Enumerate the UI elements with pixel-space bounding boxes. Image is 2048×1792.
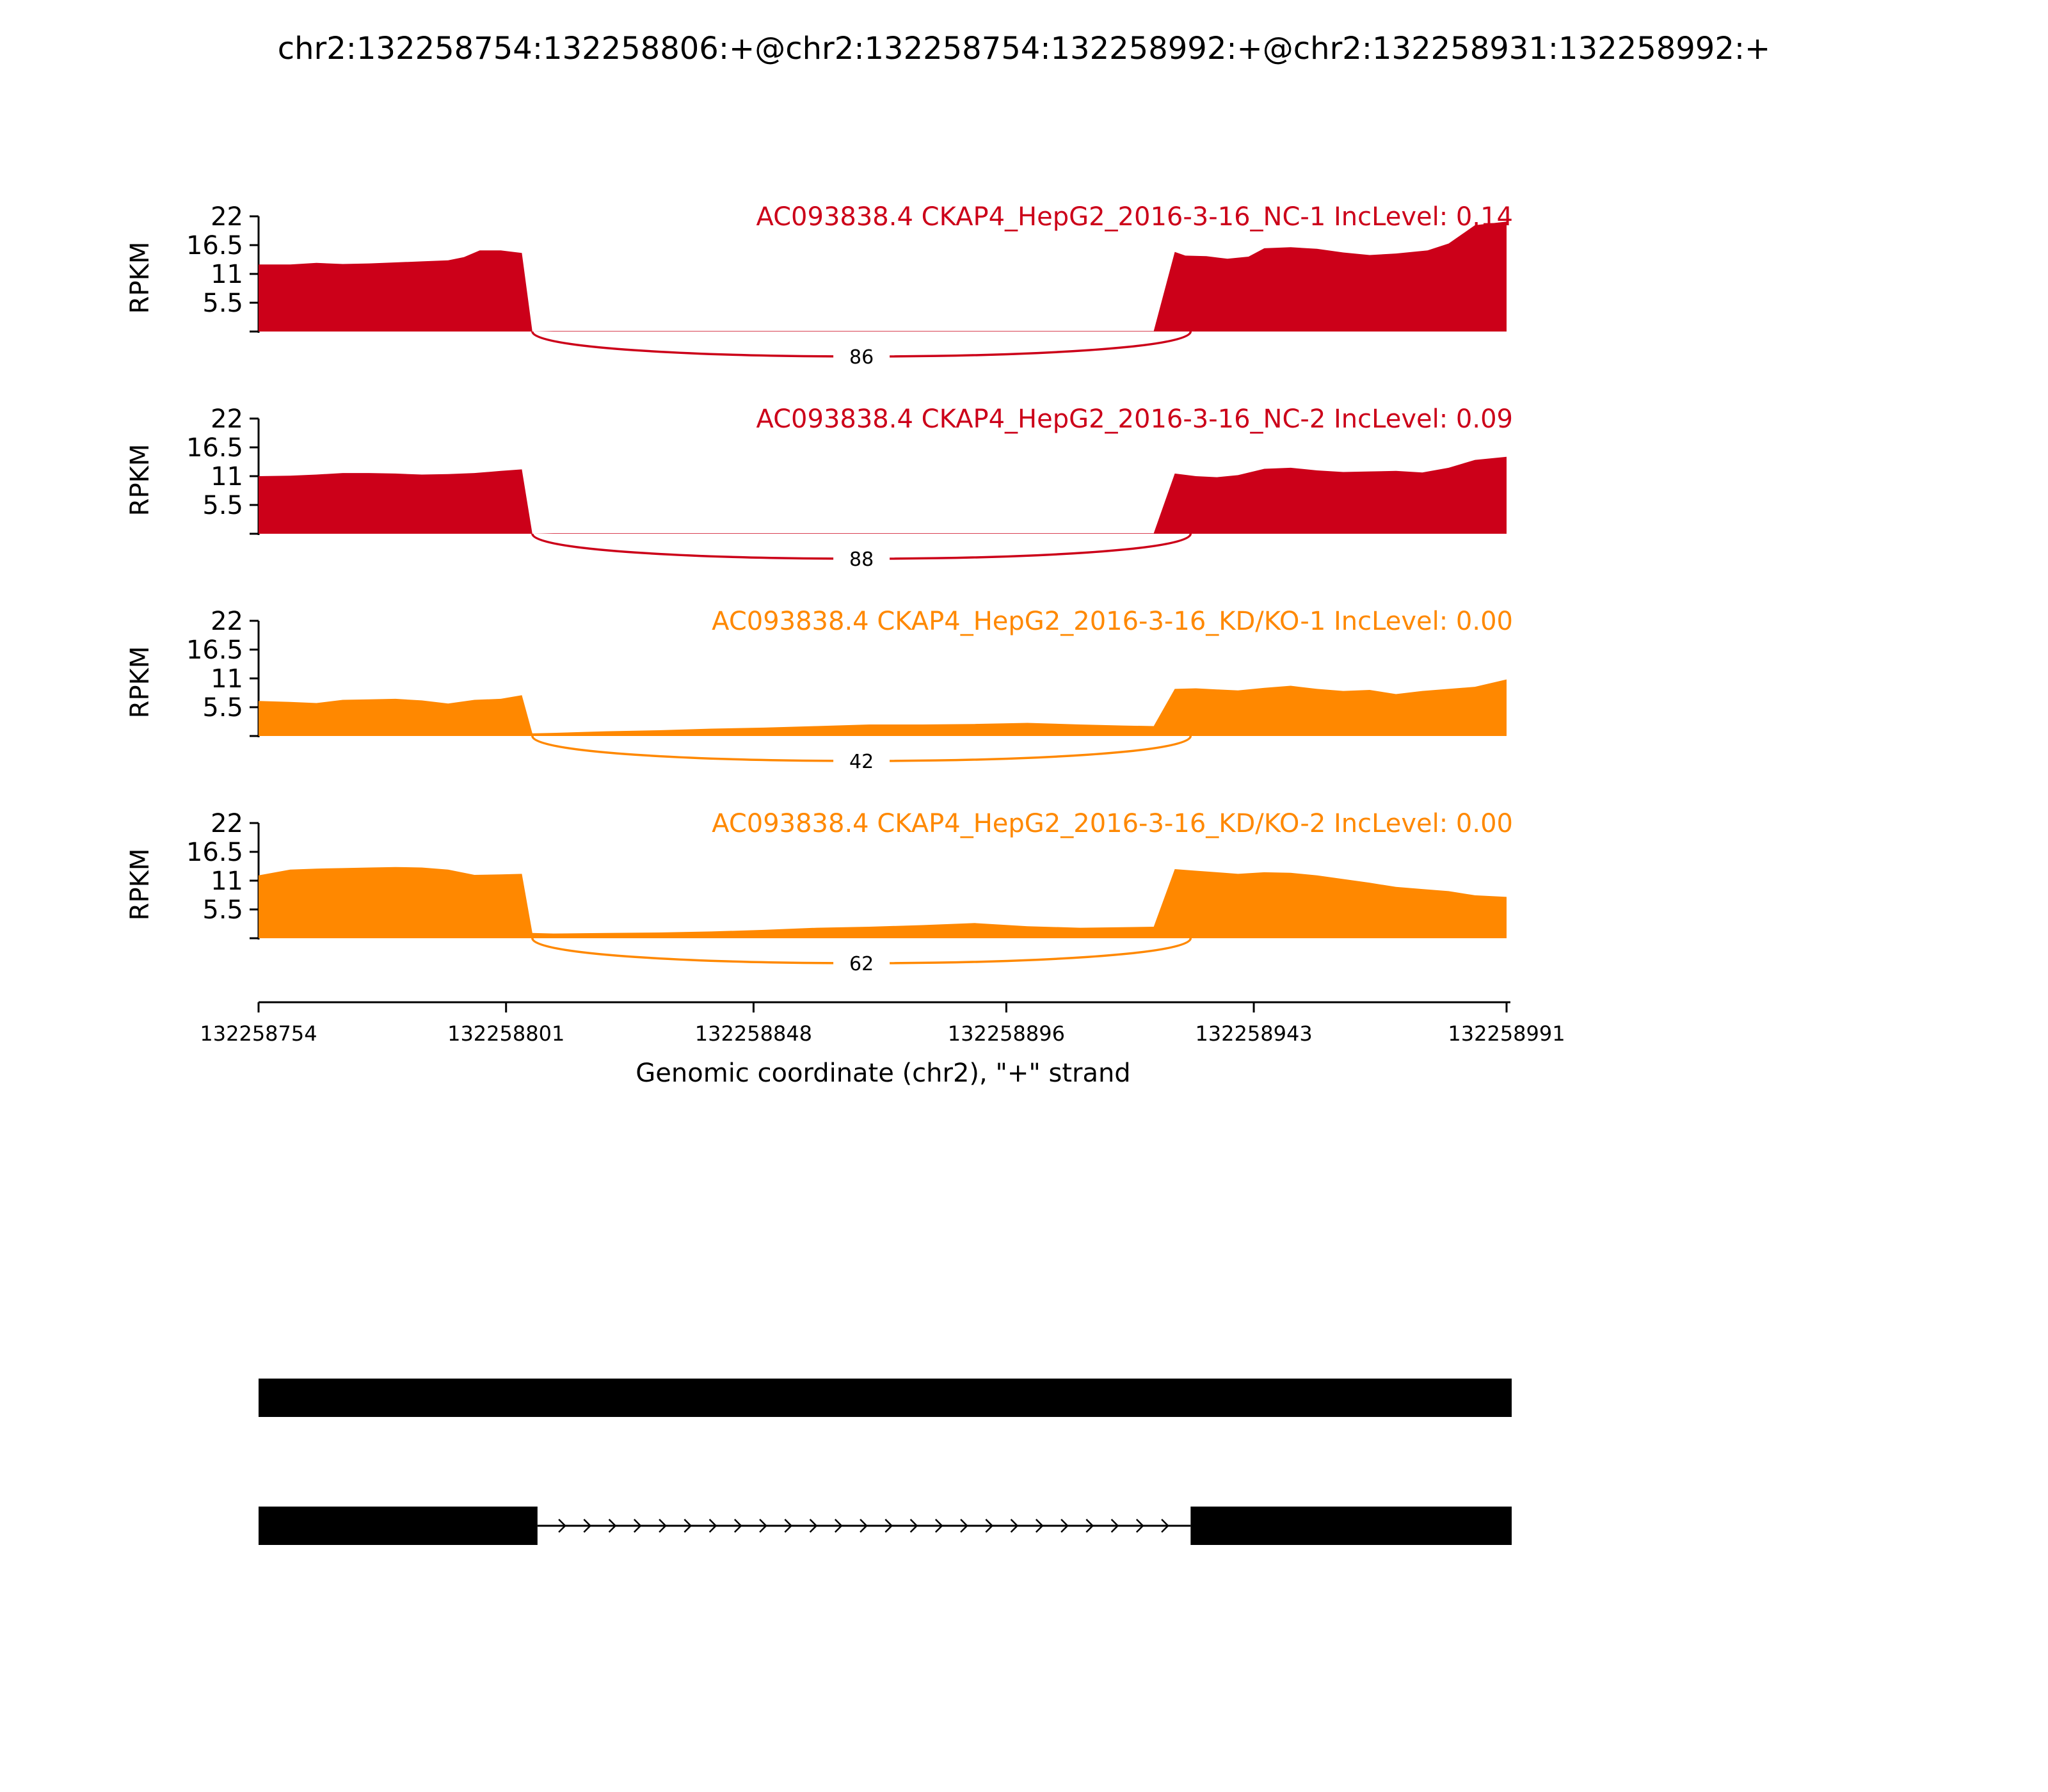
track-label: AC093838.4 CKAP4_HepG2_2016-3-16_KD/KO-2… [712, 809, 1513, 838]
track-label: AC093838.4 CKAP4_HepG2_2016-3-16_KD/KO-1… [712, 607, 1513, 636]
strand-arrow-icon [1060, 1519, 1069, 1533]
strand-arrow-icon [834, 1519, 843, 1533]
strand-arrow-icon [1085, 1519, 1094, 1533]
junction-count-box [833, 950, 890, 976]
x-tick-label: 132258754 [200, 1021, 317, 1046]
y-axis-label: RPKM [125, 242, 155, 314]
figure-title: chr2:132258754:132258806:+@chr2:13225875… [278, 31, 1771, 67]
x-tick-label: 132258896 [948, 1021, 1065, 1046]
y-tick-label: 22 [211, 202, 243, 232]
strand-arrow-icon [659, 1519, 667, 1533]
y-tick-label: 16.5 [186, 231, 243, 260]
junction-count: 42 [849, 751, 874, 773]
strand-arrow-icon [985, 1519, 994, 1533]
y-tick-label: 5.5 [202, 491, 243, 520]
strand-arrow-icon [809, 1519, 818, 1533]
x-tick-label: 132258991 [1448, 1021, 1565, 1046]
gene-model-track [259, 1379, 1512, 1545]
junction-count-box [833, 546, 890, 572]
x-tick-label: 132258801 [447, 1021, 564, 1046]
strand-arrow-icon [1035, 1519, 1044, 1533]
exon-block [259, 1379, 1512, 1417]
exon-block [259, 1507, 538, 1545]
x-axis-label: Genomic coordinate (chr2), "+" strand [636, 1059, 1130, 1088]
strand-arrow-icon [708, 1519, 717, 1533]
strand-arrow-icon [860, 1519, 868, 1533]
coverage-area [259, 679, 1507, 736]
track-label: AC093838.4 CKAP4_HepG2_2016-3-16_NC-2 In… [756, 404, 1513, 434]
y-tick-label: 16.5 [186, 433, 243, 463]
track-label: AC093838.4 CKAP4_HepG2_2016-3-16_NC-1 In… [756, 202, 1513, 232]
coverage-area [259, 456, 1507, 534]
y-tick-label: 22 [211, 607, 243, 636]
y-axis-label: RPKM [125, 646, 155, 719]
y-tick-label: 16.5 [186, 636, 243, 665]
strand-arrow-icon [633, 1519, 642, 1533]
y-tick-label: 11 [211, 260, 243, 289]
y-tick-label: 11 [211, 664, 243, 694]
strand-arrow-icon [934, 1519, 943, 1533]
y-tick-label: 11 [211, 867, 243, 896]
y-axis-label: RPKM [125, 849, 155, 921]
y-axis-label: RPKM [125, 444, 155, 516]
junction-count-box [833, 748, 890, 774]
exon-block [1190, 1507, 1512, 1545]
strand-arrow-icon [684, 1519, 692, 1533]
y-tick-label: 5.5 [202, 289, 243, 318]
strand-arrow-icon [733, 1519, 742, 1533]
y-tick-label: 22 [211, 404, 243, 434]
x-tick-label: 132258848 [695, 1021, 812, 1046]
strand-arrow-icon [960, 1519, 968, 1533]
junction-count: 86 [849, 346, 874, 369]
coverage-area [259, 221, 1507, 332]
y-tick-label: 11 [211, 462, 243, 492]
strand-arrow-icon [909, 1519, 918, 1533]
strand-arrow-icon [1010, 1519, 1019, 1533]
strand-arrow-icon [759, 1519, 767, 1533]
strand-arrow-icon [1110, 1519, 1119, 1533]
x-tick-label: 132258943 [1195, 1021, 1312, 1046]
y-tick-label: 5.5 [202, 693, 243, 723]
coverage-area [259, 867, 1507, 938]
gene-model-2 [259, 1507, 1512, 1545]
y-tick-label: 16.5 [186, 838, 243, 867]
strand-arrow-icon [1161, 1519, 1169, 1533]
junction-count-box [833, 344, 890, 369]
y-tick-label: 22 [211, 809, 243, 838]
strand-arrow-icon [1135, 1519, 1144, 1533]
gene-model-1 [259, 1379, 1512, 1417]
y-tick-label: 5.5 [202, 895, 243, 925]
strand-arrow-icon [558, 1519, 566, 1533]
strand-arrow-icon [884, 1519, 893, 1533]
strand-arrow-icon [784, 1519, 793, 1533]
junction-count: 88 [849, 548, 874, 571]
x-axis: 132258754 132258801 132258848 132258896 1322… [200, 1001, 1565, 1046]
strand-arrow-icon [608, 1519, 617, 1533]
strand-arrow-icon [583, 1519, 592, 1533]
junction-count: 62 [849, 953, 874, 975]
